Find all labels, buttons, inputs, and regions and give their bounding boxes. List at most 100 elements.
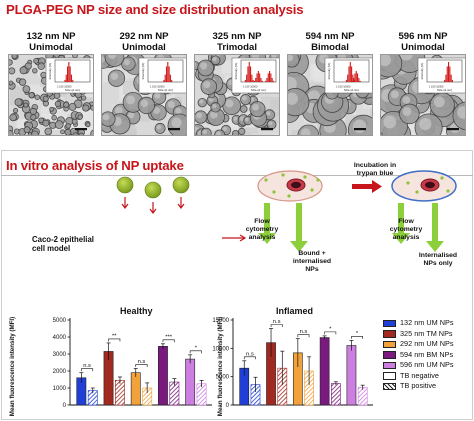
legend-item: TB positive [381,381,473,392]
y-tick-label: 10000 [212,346,229,352]
tem-label: 596 nm NP Unimodal [380,31,466,53]
dls-histogram-bar [244,79,246,82]
dls-tick-labels: 1 100 10000 [150,85,165,89]
nanoparticle-highlight [167,101,175,109]
dls-histogram-bar [345,79,347,82]
dls-histogram-bar [250,66,252,82]
nanoparticle-highlight [244,117,249,122]
nanoparticle-highlight [288,55,294,62]
tem-panel: 325 nm NP Trimodal 1 100 10000 Size (d.nm) I… [194,31,280,138]
dls-histogram-bar [357,73,359,82]
nanoparticle [18,78,27,86]
internalised-only-label: Internalised NPs only [418,252,458,267]
dls-tick-labels: 1 100 10000 [243,85,258,89]
legend-item: TB negative [381,371,473,382]
legend-swatch [383,361,396,369]
chart-title-inflamed: Inflamed [276,306,314,316]
dls-histogram-bar [445,74,447,82]
nanoparticle [238,127,246,135]
dls-histogram-bar [260,77,262,82]
nanoparticle [63,101,70,108]
cell-2-nucleolus [425,181,435,189]
nanoparticle-highlight [199,99,204,104]
dls-xlabel: Size (d.nm) [251,88,266,92]
section-title-uptake: In vitro analysis of NP uptake [6,158,184,173]
nanoparticle-highlight [126,95,136,105]
np-mode-label: Trimodal [217,41,257,53]
nanoparticle-highlight [242,95,247,101]
dls-inset [417,57,465,94]
tem-micrograph: 1 100 10000 Size (d.nm) Intensity (%) [8,54,94,136]
nanoparticle [65,123,71,129]
legend-swatch [383,330,396,338]
nanoparticle-highlight [268,121,273,126]
legend-swatch [383,382,396,390]
internalised-np-dot [281,173,285,177]
significance-label: * [329,326,332,332]
dls-histogram-bar [247,66,249,82]
nanoparticle-highlight [381,55,391,67]
dls-histogram-bar [446,66,448,82]
np-size-label: 132 nm NP [26,31,76,42]
internalised-np-dot [440,176,444,180]
dls-xlabel: Size (d.nm) [344,88,359,92]
dls-xlabel: Size (d.nm) [158,88,173,92]
flow-cytometry-label-2: Flow cytometry analysis [389,218,423,241]
tem-panel: 596 nm NP Unimodal 1 100 10000 Size (d.nm) I… [380,31,466,138]
nanoparticle-highlight [175,107,182,115]
dls-histogram-bar [164,74,166,82]
dls-histogram-bar [251,74,253,82]
internalised-np-dot [310,188,314,192]
nanoparticle [29,107,37,115]
scale-bar [447,128,459,131]
np-size-label: 596 nm NP [398,31,448,42]
tem-texture [102,63,115,83]
significance-label: n.s [300,329,308,335]
nanoparticle [68,102,77,111]
nanoparticle [82,104,90,112]
tem-label: 132 nm NP Unimodal [8,31,94,53]
dls-histogram-bar [451,79,453,82]
significance-label: ** [112,333,117,339]
flow-arrow-3-head [392,233,410,244]
dls-histogram-bar [256,73,258,82]
cell-model-label: Caco-2 epithelial cell model [32,235,94,253]
nanoparticle [37,62,45,70]
dls-xlabel: Size (d.nm) [65,88,80,92]
dls-histogram-bar [271,77,273,82]
dls-histogram-bar [353,77,355,82]
nanoparticle-highlight [210,111,218,119]
nanoparticle-sphere [144,181,162,199]
dls-histogram-bar [70,74,72,82]
nanoparticle-highlight [154,92,161,99]
nanoparticle [28,92,35,99]
tem-image-row: 132 nm NP Unimodal 1 100 10000 Size (d.nm) I… [8,31,470,138]
section-title-size: PLGA-PEG NP size and size distribution a… [6,2,304,17]
tem-texture [77,110,93,123]
np-mode-label: Unimodal [401,41,445,53]
internalised-np-dot [272,190,276,194]
bar-tb-positive [169,381,180,406]
bar-tb-negative [185,358,196,406]
dls-histogram-bar [261,80,263,82]
nanoparticle [44,127,53,135]
nanoparticle [51,114,57,121]
nanoparticle [78,132,85,135]
nanoparticle [64,128,72,135]
scale-bar [75,128,87,131]
dls-histogram-bar [252,79,254,82]
nanoparticle [38,117,45,124]
dls-histogram-bar [259,73,261,82]
significance-bracket [108,338,121,342]
nanoparticle-highlight [252,103,260,111]
significance-bracket [135,364,148,367]
nanoparticle-highlight [102,113,110,121]
right-arrow-head [239,234,247,242]
nanoparticle-highlight [203,81,211,89]
down-arrow-head [149,208,157,214]
legend-label: 594 nm BM NPs [400,349,454,359]
nanoparticle [9,67,16,75]
